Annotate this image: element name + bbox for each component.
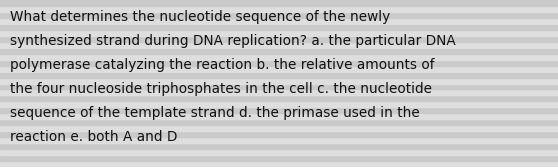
Bar <box>0 60 558 66</box>
Bar <box>0 84 558 90</box>
Bar <box>0 54 558 60</box>
Bar <box>0 90 558 95</box>
Bar <box>0 66 558 72</box>
Bar <box>0 155 558 161</box>
Bar <box>0 6 558 12</box>
Bar <box>0 72 558 77</box>
Bar <box>0 125 558 131</box>
Text: synthesized strand during DNA replication? a. the particular DNA: synthesized strand during DNA replicatio… <box>10 34 456 48</box>
Text: the four nucleoside triphosphates in the cell c. the nucleotide: the four nucleoside triphosphates in the… <box>10 82 432 96</box>
Text: What determines the nucleotide sequence of the newly: What determines the nucleotide sequence … <box>10 10 390 24</box>
Bar <box>0 42 558 48</box>
Text: reaction e. both A and D: reaction e. both A and D <box>10 130 177 144</box>
Bar <box>0 95 558 101</box>
Bar <box>0 0 558 6</box>
Bar <box>0 149 558 155</box>
Bar <box>0 77 558 84</box>
Bar <box>0 161 558 167</box>
Bar <box>0 12 558 18</box>
Bar <box>0 137 558 143</box>
Bar <box>0 36 558 42</box>
Text: polymerase catalyzing the reaction b. the relative amounts of: polymerase catalyzing the reaction b. th… <box>10 58 435 72</box>
Bar <box>0 143 558 149</box>
Bar <box>0 24 558 30</box>
Bar <box>0 131 558 137</box>
Bar <box>0 113 558 119</box>
Bar <box>0 119 558 125</box>
Bar <box>0 101 558 107</box>
Bar <box>0 107 558 113</box>
Text: sequence of the template strand d. the primase used in the: sequence of the template strand d. the p… <box>10 106 420 120</box>
Bar <box>0 18 558 24</box>
Bar <box>0 30 558 36</box>
Bar <box>0 48 558 54</box>
